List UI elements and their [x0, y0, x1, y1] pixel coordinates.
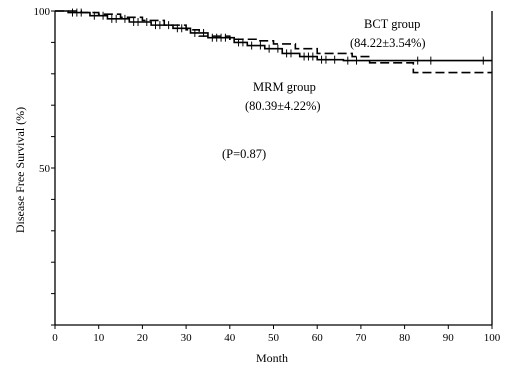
x-tick-label: 70	[355, 332, 367, 344]
x-tick-label: 10	[93, 332, 105, 344]
x-tick-label: 30	[181, 332, 193, 344]
mrm-group-curve	[55, 10, 492, 74]
axes	[54, 11, 493, 326]
x-tick-label: 90	[443, 332, 455, 344]
x-tick-label: 100	[484, 332, 501, 344]
bct-group-curve	[55, 10, 492, 62]
bct-group-label: BCT group	[364, 17, 420, 31]
ticks: 0 10 20 30 40 50 60 70 80 90 100 50 100	[34, 6, 501, 344]
y-axis-title: Disease Free Survival (%)	[13, 107, 27, 233]
x-tick-label: 50	[268, 332, 280, 344]
mrm-group-value: (80.39±4.22%)	[245, 99, 321, 113]
bct-group-value: (84.22±3.54%)	[350, 36, 426, 50]
censor-marks	[71, 8, 484, 65]
x-tick-label: 20	[137, 332, 149, 344]
mrm-group-label: MRM group	[253, 80, 316, 94]
x-tick-label: 60	[312, 332, 324, 344]
x-tick-label: 0	[52, 332, 58, 344]
x-axis-title: Month	[256, 351, 288, 365]
y-tick-label: 50	[39, 163, 51, 175]
x-tick-label: 40	[224, 332, 236, 344]
p-value-label: (P=0.87)	[222, 147, 266, 161]
x-tick-label: 80	[399, 332, 411, 344]
y-tick-label: 100	[34, 6, 51, 18]
curves	[55, 10, 492, 74]
